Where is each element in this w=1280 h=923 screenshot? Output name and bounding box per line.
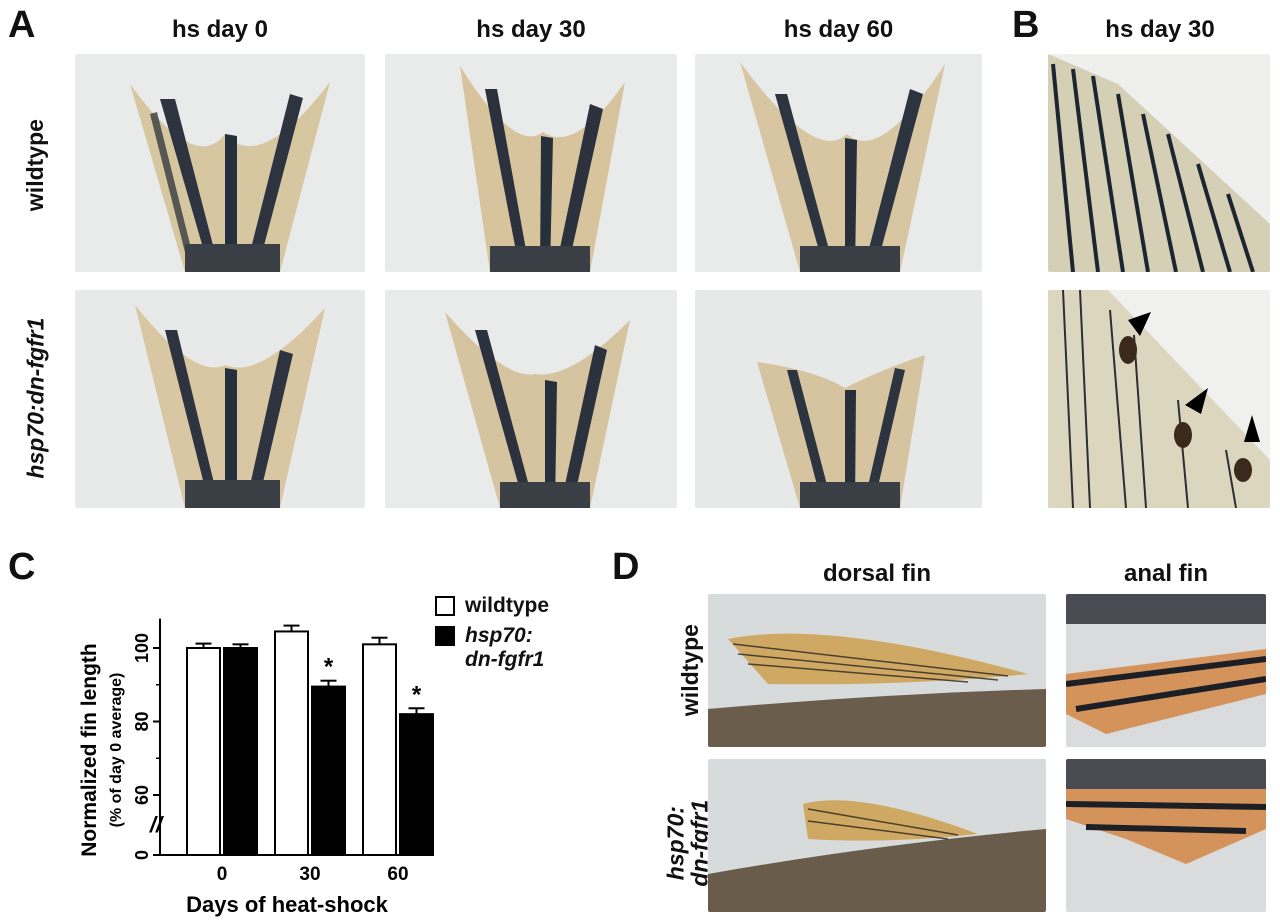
legend-swatch-wildtype [435,596,455,616]
panel-letter-d: D [612,546,640,588]
panel-letter-a: A [8,4,36,46]
legend-label-mutant-line1: hsp70: [465,624,533,647]
y-axis-subtitle: (% of day 0 average) [108,673,125,828]
y-tick-label: 60 [132,785,152,805]
panel-letter-c: C [8,546,36,588]
row-label-d-mutant-line1: hsp70: [661,805,688,881]
legend-swatch-mutant [435,626,455,646]
x-axis-title: Days of heat-shock [186,892,388,917]
dorsal-fin-photo-wildtype [708,594,1046,747]
y-tick-label: 0 [132,850,152,860]
row-label-d-mutant: hsp70: dn-fgfr1 [661,800,712,887]
column-header-hs-day-30: hs day 30 [476,16,586,43]
fin-photo-wildtype-day0 [75,54,365,272]
dorsal-fin-photo-mutant [708,759,1046,912]
column-header-b-hs-day-30: hs day 30 [1105,16,1215,43]
bar-mutant-0 [223,647,258,856]
row-label-wildtype: wildtype [21,118,48,211]
fin-photo-mutant-day30 [385,290,677,508]
fin-closeup-mutant [1048,290,1270,508]
column-header-hs-day-60: hs day 60 [783,16,894,43]
column-header-anal-fin: anal fin [1123,560,1208,587]
fin-photo-wildtype-day60 [695,54,982,272]
legend-label-mutant-line2: dn-fgfr1 [465,648,545,671]
legend-label-wildtype: wildtype [465,594,550,617]
y-tick-label: 100 [132,633,152,663]
bar-mutant-60 [399,713,434,856]
y-tick-label: 80 [132,711,152,731]
fin-photo-mutant-day0 [75,290,365,508]
row-label-d-wildtype: wildtype [676,623,703,716]
significance-star: * [324,654,334,681]
bar-mutant-30 [311,685,346,857]
column-header-hs-day-0: hs day 0 [171,16,269,43]
fin-photo-wildtype-day30 [385,54,677,272]
panel-letter-b: B [1012,4,1040,46]
y-axis-title: Normalized fin length [78,643,101,857]
axis-break-mark: // [149,812,165,837]
x-tick-label: 0 [217,864,228,885]
bar-wildtype-60 [362,643,397,856]
x-tick-label: 30 [299,864,320,885]
row-label-hsp70-dn-fgfr1: hsp70:dn-fgfr1 [21,317,48,479]
significance-star: * [412,681,422,708]
x-tick-label: 60 [387,864,408,885]
anal-fin-photo-wildtype [1066,594,1266,747]
arrowhead-icon [1128,312,1260,442]
bar-wildtype-30 [274,630,309,857]
fin-photo-mutant-day60 [695,290,982,508]
fin-closeup-wildtype [1048,54,1270,272]
anal-fin-photo-mutant [1066,759,1266,912]
column-header-dorsal-fin: dorsal fin [822,560,931,587]
bar-wildtype-0 [186,647,221,856]
